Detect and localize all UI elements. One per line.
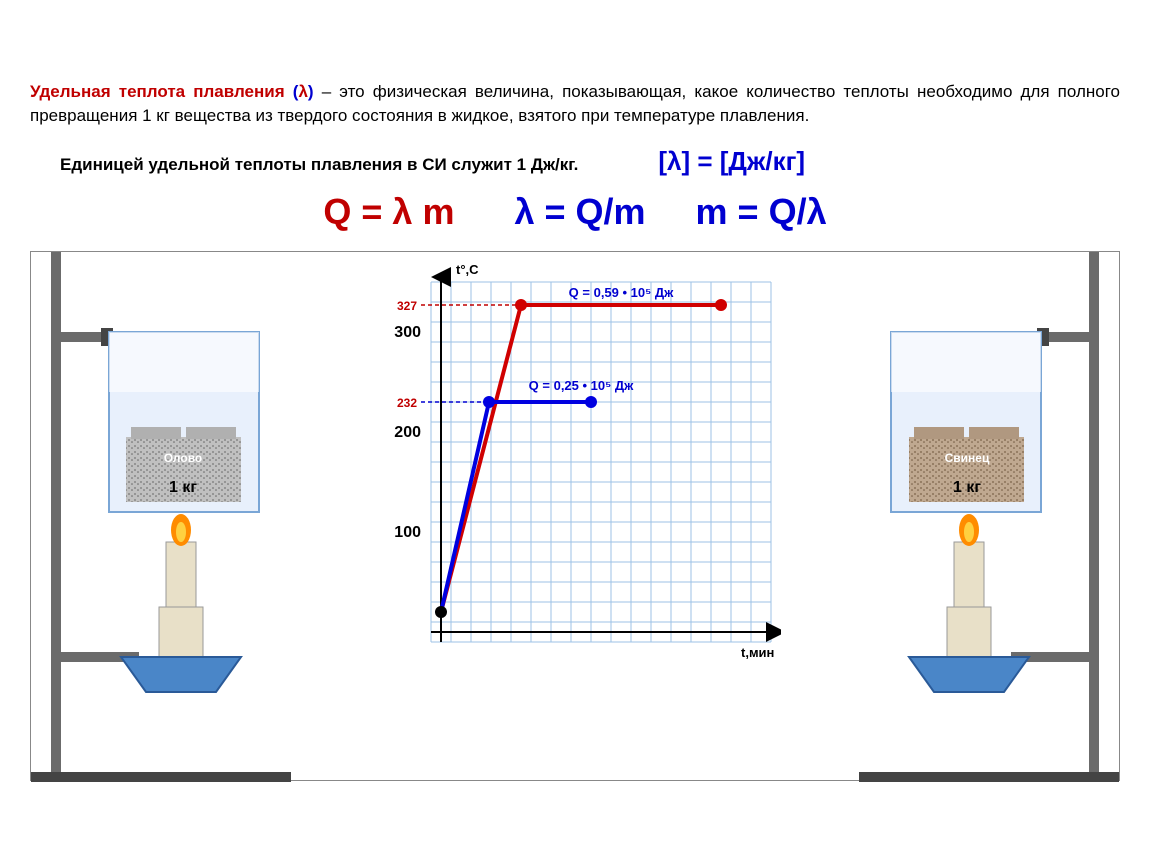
ytick-200: 200 — [394, 424, 421, 441]
formulas-row: Q = λ m λ = Q/m m = Q/λ — [30, 191, 1120, 233]
anno-232: 232 — [397, 396, 417, 410]
formula-lambda: λ = Q/m — [514, 191, 645, 232]
apparatus-right: Свинец 1 кг — [859, 252, 1119, 772]
formula-q: Q = λ m — [323, 191, 454, 232]
si-text: Единицей удельной теплоты плавления в СИ… — [30, 155, 578, 175]
term: Удельная теплота плавления — [30, 82, 285, 101]
y-axis-label: t°,C — [456, 262, 479, 277]
series-red-label: Q = 0,59 • 10⁵ Дж — [569, 285, 674, 300]
series-blue-label: Q = 0,25 • 10⁵ Дж — [529, 378, 634, 393]
x-axis-label: t,мин — [741, 645, 774, 660]
apparatus-right-svg: Свинец 1 кг — [859, 252, 1119, 782]
lambda-symbol: λ — [298, 82, 307, 101]
diagram-container: Олово 1 кг — [30, 251, 1120, 781]
ytick-100: 100 — [394, 524, 421, 541]
unit-notation: [λ] = [Дж/кг] — [658, 146, 805, 177]
apparatus-left: Олово 1 кг — [31, 252, 291, 772]
mass-label-right: 1 кг — [953, 479, 981, 496]
mass-label-left: 1 кг — [169, 479, 197, 496]
material-label-right: Свинец — [945, 451, 990, 465]
anno-327: 327 — [397, 299, 417, 313]
apparatus-left-svg: Олово 1 кг — [31, 252, 291, 782]
ytick-300: 300 — [394, 324, 421, 341]
material-label-left: Олово — [164, 451, 203, 465]
definition-paragraph: Удельная теплота плавления (λ) – это физ… — [30, 80, 1120, 128]
chart-svg: 100 200 300 327 232 t°,C t,мин Q = 0,59 … — [381, 262, 781, 682]
formula-m: m = Q/λ — [696, 191, 827, 232]
si-line-row: Единицей удельной теплоты плавления в СИ… — [30, 146, 1120, 177]
temperature-chart: 100 200 300 327 232 t°,C t,мин Q = 0,59 … — [381, 262, 781, 682]
